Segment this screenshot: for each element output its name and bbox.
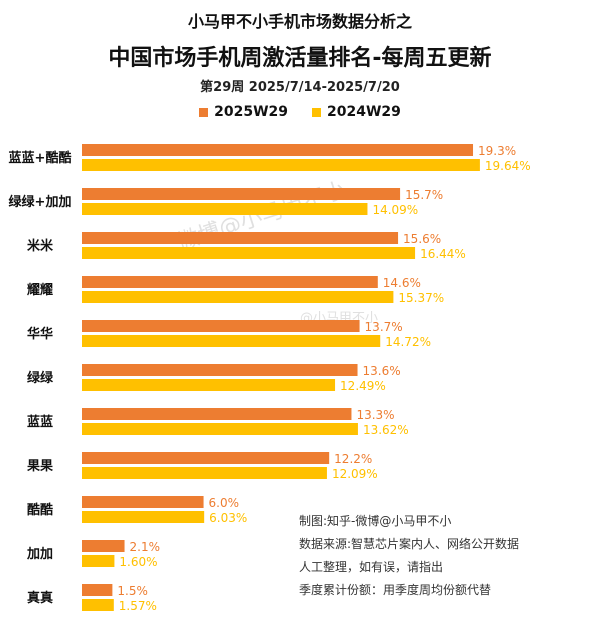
chart-title: 中国市场手机周激活量排名-每周五更新 (108, 46, 492, 71)
bar-2025W29 (82, 320, 360, 332)
data-label-2025W29: 13.6% (363, 364, 401, 378)
bar-2025W29 (82, 496, 204, 508)
bar-2025W29 (82, 584, 113, 596)
bar-2025W29 (82, 364, 358, 376)
data-label-2024W29: 19.64% (485, 159, 531, 173)
chart-supertitle: 小马甲不小手机市场数据分析之 (187, 12, 412, 31)
bar-2024W29 (82, 247, 416, 259)
category-label: 绿绿+加加 (9, 194, 72, 210)
bar-2024W29 (82, 159, 480, 171)
bar-2025W29 (82, 144, 474, 156)
bar-2025W29 (82, 188, 401, 200)
bar-2024W29 (82, 203, 368, 215)
data-label-2025W29: 13.3% (356, 408, 394, 422)
legend-label-2025: 2025W29 (214, 104, 288, 120)
bar-2025W29 (82, 540, 125, 552)
data-label-2025W29: 12.2% (334, 452, 372, 466)
bar-2024W29 (82, 423, 358, 435)
category-label: 蓝蓝 (27, 414, 53, 430)
data-label-2025W29: 14.6% (383, 276, 421, 290)
legend: 2025W29 2024W29 (0, 104, 600, 120)
data-label-2025W29: 1.5% (117, 584, 148, 598)
data-label-2025W29: 6.0% (209, 496, 240, 510)
bar-2024W29 (82, 599, 114, 611)
bar-2024W29 (82, 379, 336, 391)
data-label-2025W29: 15.7% (405, 188, 443, 202)
data-label-2024W29: 14.09% (372, 203, 418, 217)
data-label-2024W29: 16.44% (420, 247, 466, 261)
category-label: 耀耀 (26, 283, 53, 298)
legend-label-2024: 2024W29 (327, 104, 401, 120)
bar-2025W29 (82, 452, 330, 464)
legend-swatch-2025 (199, 107, 209, 117)
category-label: 果果 (26, 459, 53, 474)
note-method: 季度累计份额：用季度周均份额代替 (299, 583, 492, 597)
category-label: 加加 (26, 547, 53, 562)
category-label: 华华 (27, 326, 53, 342)
category-label: 真真 (27, 590, 53, 606)
bar-2024W29 (82, 291, 394, 303)
bar-2024W29 (82, 511, 205, 523)
chart-period: 第29周 2025/7/14-2025/7/20 (200, 80, 400, 95)
bar-2024W29 (82, 467, 327, 479)
legend-item-2025: 2025W29 (199, 104, 288, 120)
bar-2025W29 (82, 232, 399, 244)
data-label-2025W29: 19.3% (478, 144, 516, 158)
legend-swatch-2024 (312, 107, 321, 117)
data-label-2024W29: 6.03% (209, 511, 247, 525)
category-label: 蓝蓝+酷酷 (9, 150, 72, 166)
bar-2024W29 (82, 335, 381, 347)
bar-2025W29 (82, 408, 352, 420)
data-label-2024W29: 15.37% (398, 291, 444, 305)
category-label: 米米 (27, 238, 54, 254)
note-author: 制图:知乎-微博@小马甲不小 (299, 514, 452, 528)
bar-2025W29 (82, 276, 378, 288)
data-label-2024W29: 14.72% (385, 335, 431, 349)
notes: 制图:知乎-微博@小马甲不小 数据来源:智慧芯片案内人、网络公开数据 人工整理，… (299, 510, 519, 602)
data-label-2024W29: 1.57% (119, 599, 157, 613)
data-label-2024W29: 12.09% (332, 467, 378, 481)
legend-item-2024: 2024W29 (312, 104, 401, 120)
note-source: 数据来源:智慧芯片案内人、网络公开数据 (299, 537, 520, 551)
bar-2024W29 (82, 555, 115, 567)
note-disclaimer: 人工整理，如有误，请指出 (299, 560, 444, 574)
data-label-2024W29: 1.60% (119, 555, 157, 569)
data-label-2025W29: 13.7% (365, 320, 403, 334)
category-label: 绿绿 (27, 370, 54, 386)
data-label-2024W29: 12.49% (340, 379, 386, 393)
category-label: 酷酷 (27, 502, 53, 518)
data-label-2025W29: 2.1% (130, 540, 161, 554)
data-label-2024W29: 13.62% (363, 423, 409, 437)
data-label-2025W29: 15.6% (403, 232, 441, 246)
